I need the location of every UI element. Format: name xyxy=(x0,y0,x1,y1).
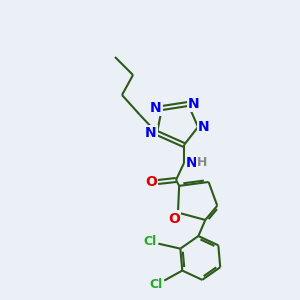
Text: O: O xyxy=(168,212,180,226)
Text: O: O xyxy=(145,175,157,189)
Text: N: N xyxy=(198,120,210,134)
Text: N: N xyxy=(145,126,157,140)
Text: Cl: Cl xyxy=(144,235,157,248)
Text: N: N xyxy=(188,97,200,111)
Text: H: H xyxy=(197,157,207,169)
Text: Cl: Cl xyxy=(150,278,163,291)
Text: N: N xyxy=(186,156,198,170)
Text: N: N xyxy=(150,101,162,115)
